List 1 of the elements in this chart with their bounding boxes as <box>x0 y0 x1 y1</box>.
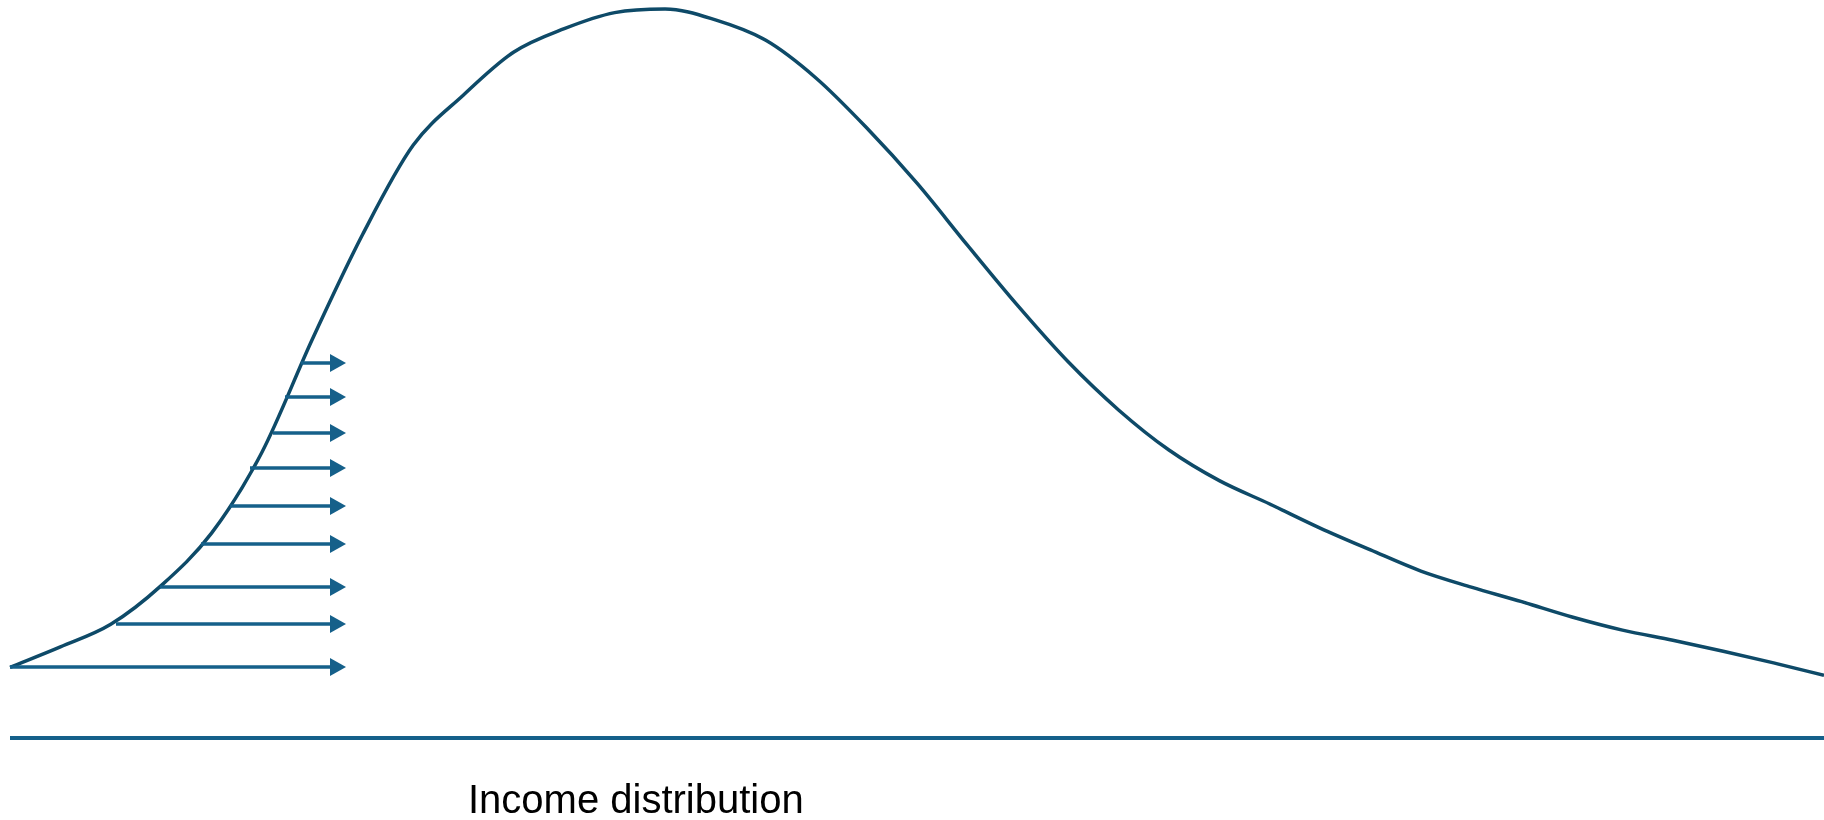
x-axis-title: Income distribution <box>467 777 804 820</box>
